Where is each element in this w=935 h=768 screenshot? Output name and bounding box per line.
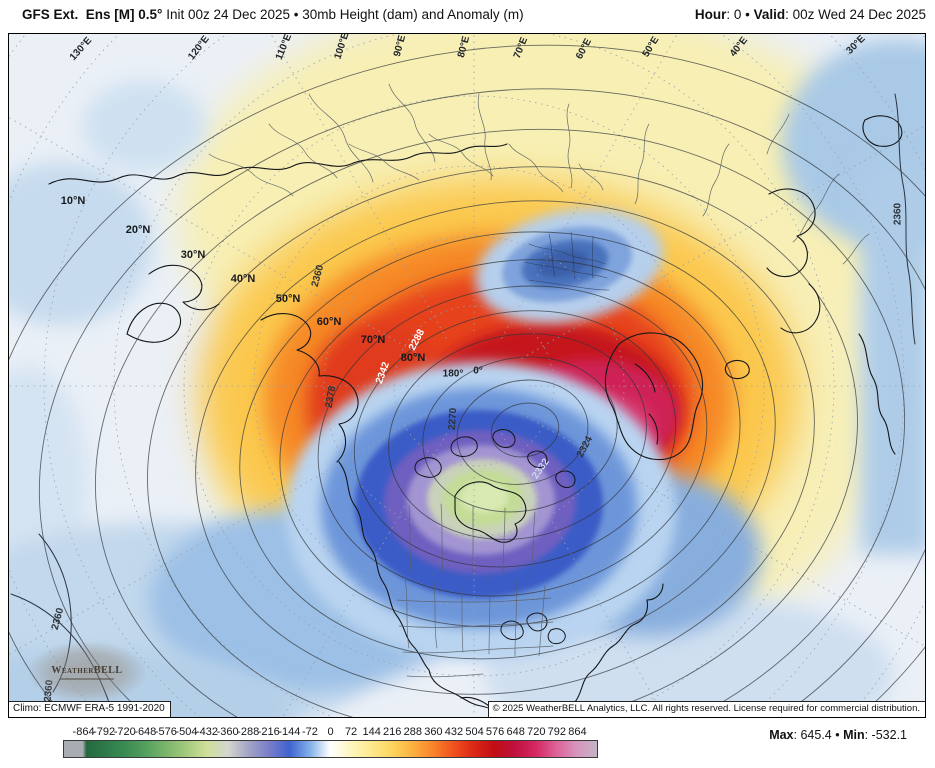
- colorbar-gradient: [63, 740, 598, 758]
- height-contour-line: [456, 379, 589, 485]
- coastline-path: [126, 264, 220, 343]
- coastline-path: [414, 429, 576, 488]
- colorbar-tick: 648: [506, 726, 525, 738]
- anomaly-shading: [9, 34, 925, 717]
- colorbar-tick: -720: [113, 726, 136, 738]
- graticule-meridian: [9, 413, 427, 655]
- height-contour-line: [38, 88, 925, 717]
- colorbar-tick: -864: [72, 726, 95, 738]
- coastline-path: [428, 669, 530, 717]
- map-art: [9, 34, 925, 717]
- colorbar-tick: 720: [527, 726, 546, 738]
- coastline-path: [260, 313, 359, 463]
- colorbar-tick: -144: [278, 726, 301, 738]
- graticule-meridian: [521, 125, 925, 359]
- copyright-note: © 2025 WeatherBELL Analytics, LLC. All r…: [487, 701, 925, 717]
- text-segment: Min: [843, 728, 865, 742]
- climo-note: Climo: ECMWF ERA-5 1991-2020: [9, 701, 171, 717]
- graticule-meridian: [501, 433, 666, 717]
- colorbar-tick: 360: [424, 726, 443, 738]
- graticule-meridian: [282, 433, 447, 717]
- height-contour-line: [388, 333, 647, 540]
- graticule-circle: [323, 235, 625, 537]
- text-segment: : 645.4 •: [793, 728, 844, 742]
- height-contour-line: [353, 310, 677, 568]
- height-contour-line: [490, 402, 560, 458]
- colorbar-tick: 864: [568, 726, 587, 738]
- colorbar-tick: -576: [154, 726, 177, 738]
- border-path: [308, 83, 870, 265]
- colorbar-tick: 0: [327, 726, 334, 738]
- colorbar-tick: 144: [362, 726, 381, 738]
- admin-hatch-path: [524, 231, 610, 291]
- colorbar-tick: -648: [134, 726, 157, 738]
- graticule-meridian: [501, 34, 678, 339]
- height-contour-line: [195, 200, 815, 695]
- province-border-path: [408, 503, 536, 577]
- coastline-path: [604, 332, 750, 461]
- map-canvas: 10°N 20°N 30°N 40°N 50°N 60°N 70°N 80°N 130°E 120…: [8, 33, 926, 718]
- text-segment: : 00z Wed 24 Dec 2025: [785, 7, 926, 22]
- graticule-meridian: [9, 117, 427, 359]
- graticule-meridian: [270, 34, 447, 339]
- text-segment: : 0 •: [726, 7, 754, 22]
- graticule-grid: [9, 34, 925, 717]
- colorbar-tick: -432: [196, 726, 219, 738]
- colorbar-tick: -216: [257, 726, 280, 738]
- graticule-meridian: [521, 413, 925, 647]
- state-border-path: [396, 573, 554, 678]
- height-contours: [9, 44, 925, 717]
- colorbar-tick: -504: [175, 726, 198, 738]
- colorbar-tick: -288: [237, 726, 260, 738]
- text-segment: : -532.1: [864, 728, 907, 742]
- graticule-circle: [253, 165, 695, 607]
- colorbar-tick: 792: [547, 726, 567, 738]
- colorbar-tick-labels: -864 -792 -720 -648 -576 -504 -432 -360 -288 -216…: [63, 726, 598, 738]
- colorbar-tick: 72: [344, 726, 358, 738]
- height-contour-line: [9, 44, 925, 717]
- coastline-path: [48, 143, 508, 185]
- colorbar-tick: 216: [383, 726, 402, 738]
- text-segment: Max: [769, 728, 794, 742]
- coastline-path: [766, 115, 903, 455]
- colorbar-tick: 432: [444, 726, 464, 738]
- graticule-circle: [113, 34, 835, 717]
- contour-arc-path: [894, 93, 916, 345]
- coastline-path: [454, 481, 527, 543]
- map-title: GFS Ext. Ens [M] 0.5° Init 00z 24 Dec 20…: [22, 7, 524, 22]
- watermark-text: WeatherBELL: [51, 664, 123, 676]
- weatherbell-watermark: WeatherBELL: [29, 642, 145, 702]
- border-path: [208, 123, 604, 197]
- colorbar-tick: 288: [403, 726, 422, 738]
- height-contour-line: [95, 128, 905, 717]
- colorbar-tick: -72: [301, 726, 318, 738]
- text-segment: GFS Ext. Ens [M] 0.5°: [22, 7, 163, 22]
- watermark-tagline-line: [60, 677, 114, 680]
- colorbar-tick: -360: [216, 726, 239, 738]
- coastline-path: [338, 461, 430, 671]
- text-segment: Hour: [694, 7, 727, 22]
- height-contour-line: [239, 231, 776, 660]
- max-min-stats: Max: 645.4 • Min: -532.1: [769, 728, 907, 742]
- height-contour-line: [279, 259, 741, 628]
- colorbar-tick: -792: [93, 726, 116, 738]
- text-segment: Init 00z 24 Dec 2025 • 30mb Height (dam)…: [162, 7, 524, 22]
- colorbar-tick: 504: [465, 726, 484, 738]
- text-segment: Valid: [753, 7, 786, 22]
- colorbar-tick: 576: [485, 726, 505, 738]
- hour-valid-info: Hour: 0 • Valid: 00z Wed 24 Dec 2025: [695, 7, 926, 22]
- height-contour-line: [147, 166, 858, 717]
- graticule-circle: [43, 34, 905, 717]
